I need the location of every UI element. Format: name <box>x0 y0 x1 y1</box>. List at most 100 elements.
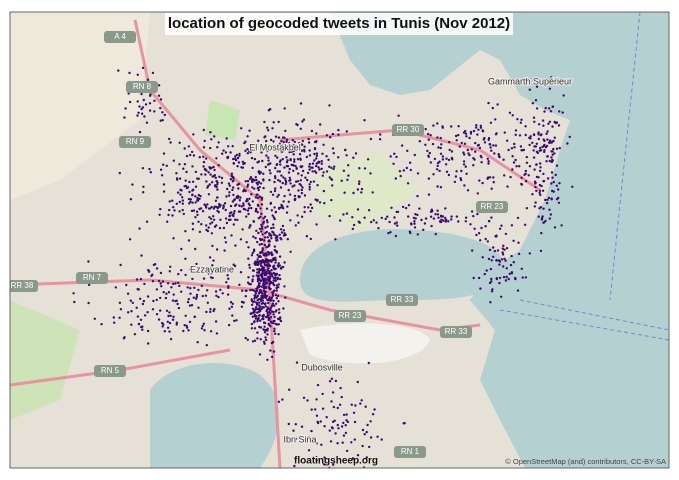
tweet-dot <box>161 111 164 114</box>
road-shield <box>476 201 508 213</box>
tweet-dot <box>274 332 277 335</box>
tweet-dot <box>388 220 391 224</box>
tweet-dot <box>542 138 545 141</box>
tweet-dot <box>416 172 420 175</box>
tweet-dot <box>159 168 163 171</box>
tweet-dot <box>244 180 247 183</box>
tweet-dot <box>289 158 292 162</box>
tweet-dot <box>246 135 249 138</box>
tweet-dot <box>365 456 368 459</box>
tweet-dot <box>550 197 553 200</box>
tweet-dot <box>514 276 517 280</box>
tweet-dot <box>188 320 192 324</box>
tweet-dot <box>200 223 203 226</box>
tweet-dot <box>285 138 289 141</box>
tweet-dot <box>525 161 529 164</box>
tweet-dot <box>321 392 324 396</box>
tweet-dot <box>253 339 257 342</box>
tweet-dot <box>260 242 263 246</box>
tweet-dot <box>271 302 275 305</box>
tweet-dot <box>268 178 271 182</box>
tweet-dot <box>271 230 274 233</box>
tweet-dot <box>537 131 540 134</box>
tweet-dot <box>277 136 281 139</box>
tweet-dot <box>529 135 532 138</box>
tweet-dot <box>259 279 262 282</box>
tweet-dot <box>439 146 442 150</box>
tweet-dot <box>330 166 333 169</box>
tweet-dot <box>472 214 475 218</box>
tweet-dot <box>260 225 264 228</box>
tweet-dot <box>209 310 212 314</box>
tweet-dot <box>272 264 276 267</box>
tweet-dot <box>548 141 551 144</box>
tweet-dot <box>331 391 335 394</box>
tweet-dot <box>279 277 282 281</box>
tweet-dot <box>159 271 163 275</box>
tweet-dot <box>149 171 152 174</box>
tweet-dot <box>292 149 295 153</box>
tweet-dot <box>495 234 498 237</box>
tweet-dot <box>340 425 344 428</box>
tweet-dot <box>279 267 283 270</box>
tweet-dot <box>514 129 518 132</box>
tweet-dot <box>206 229 210 233</box>
tweet-dot <box>189 287 192 290</box>
tweet-dot <box>260 307 263 311</box>
tweet-dot <box>240 205 243 208</box>
tweet-dot <box>371 191 374 194</box>
tweet-dot <box>393 152 396 155</box>
tweet-dot <box>481 130 485 133</box>
tweet-dot <box>502 244 505 247</box>
tweet-dot <box>318 168 321 171</box>
tweet-dot <box>288 167 291 171</box>
tweet-dot <box>236 183 239 186</box>
tweet-dot <box>180 247 183 251</box>
tweet-dot <box>538 207 541 210</box>
tweet-dot <box>199 207 203 210</box>
tweet-dot <box>479 287 482 290</box>
tweet-dot <box>395 155 398 159</box>
tweet-dot <box>277 300 280 303</box>
tweet-dot <box>194 201 197 204</box>
tweet-dot <box>520 183 524 186</box>
tweet-dot <box>336 406 339 410</box>
tweet-dot <box>240 127 243 130</box>
tweet-dot <box>274 166 277 170</box>
tweet-dot <box>162 190 166 193</box>
tweet-dot <box>504 232 508 236</box>
tweet-dot <box>229 151 232 154</box>
tweet-dot <box>478 146 482 150</box>
tweet-dot <box>256 337 259 340</box>
tweet-dot <box>479 239 482 242</box>
tweet-dot <box>294 180 298 183</box>
tweet-dot <box>229 301 233 304</box>
tweet-dot <box>202 146 206 149</box>
tweet-dot <box>303 206 306 209</box>
tweet-dot <box>316 184 319 187</box>
tweet-dot <box>277 400 281 403</box>
tweet-dot <box>289 182 292 185</box>
place-label: El Mostakbel <box>249 142 301 152</box>
tweet-dot <box>175 321 179 324</box>
tweet-dot <box>258 314 261 317</box>
tweet-dot <box>535 150 539 153</box>
tweet-dot <box>329 440 333 443</box>
tweet-dot <box>503 174 506 177</box>
tweet-dot <box>277 207 281 210</box>
tweet-dot <box>151 280 155 283</box>
tweet-dot <box>519 145 523 148</box>
tweet-dot <box>492 246 495 249</box>
tweet-dot <box>274 154 277 157</box>
tweet-dot <box>351 227 354 231</box>
tweet-dot <box>364 405 367 408</box>
tweet-dot <box>251 200 254 203</box>
tweet-dot <box>206 301 209 304</box>
tweet-dot <box>256 211 259 214</box>
tweet-dot <box>255 178 258 182</box>
tweet-dot <box>257 275 260 278</box>
tweet-dot <box>270 227 273 230</box>
tweet-dot <box>439 136 442 140</box>
tweet-dot <box>168 311 171 314</box>
tweet-dot <box>114 286 118 289</box>
